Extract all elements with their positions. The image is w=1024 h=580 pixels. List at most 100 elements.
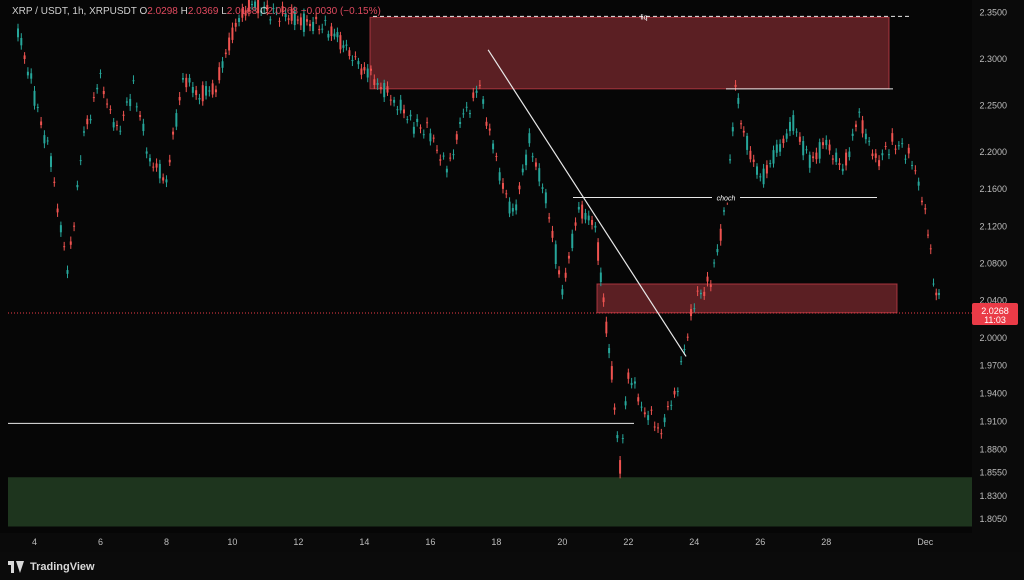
candle-body [924, 208, 927, 210]
candle-body [785, 133, 788, 139]
candle-body [386, 86, 389, 93]
candle-body [429, 133, 432, 142]
candle-body [673, 390, 676, 395]
candle-body [660, 433, 663, 435]
candle-body [686, 336, 689, 338]
candle-body [302, 13, 305, 32]
candle-body [619, 460, 622, 474]
candle-body [211, 83, 214, 95]
candle-body [383, 83, 386, 98]
candle-body [79, 160, 82, 162]
candle-body [538, 168, 541, 182]
candle-body [17, 28, 19, 38]
candle-body [409, 114, 412, 117]
candle-body [244, 10, 247, 16]
candle-body [584, 212, 587, 220]
candle-body [812, 156, 815, 159]
zone-box [596, 283, 898, 314]
candle-body [376, 82, 379, 85]
candle-body [683, 348, 686, 351]
candle-body [432, 137, 435, 139]
candle-body [76, 184, 79, 188]
y-tick-label: 2.2500 [979, 101, 1007, 111]
candle-body [505, 193, 508, 195]
candle-body [690, 308, 693, 317]
candle-body [734, 84, 737, 87]
candle-body [602, 297, 605, 303]
x-tick-label: 18 [491, 537, 501, 547]
candle-body [357, 61, 360, 65]
candle-body [825, 139, 828, 146]
candle-body [488, 128, 491, 131]
candle-body [653, 426, 656, 428]
candle-body [106, 103, 109, 105]
candle-body [112, 122, 115, 128]
candle-body [749, 150, 752, 160]
candle-body [637, 397, 640, 402]
candle-body [281, 6, 284, 13]
open-value: 2.0298 [147, 6, 178, 17]
candle-body [284, 13, 287, 17]
candle-body [716, 249, 719, 253]
candle-body [706, 276, 709, 282]
candle-body [63, 246, 66, 248]
candle-body [554, 244, 557, 265]
candle-body [591, 219, 594, 225]
x-tick-label: 26 [755, 537, 765, 547]
candle-body [597, 242, 600, 261]
low-value: 2.0168 [226, 6, 258, 17]
candle-body [841, 168, 844, 172]
candle-body [795, 131, 798, 133]
candle-body [321, 28, 324, 30]
candle-body [459, 122, 462, 124]
candle-body [482, 99, 485, 104]
candle-body [129, 98, 132, 107]
candle-body [769, 163, 772, 165]
candle-body [435, 149, 438, 151]
candle-body [821, 142, 824, 146]
candle-body [139, 115, 142, 117]
candle-body [366, 68, 369, 78]
candle-body [848, 151, 851, 158]
candle-body [854, 124, 857, 128]
candle-body [713, 262, 716, 264]
candle-body [610, 366, 613, 380]
y-tick-label: 1.8300 [979, 491, 1007, 501]
candle-body [49, 156, 52, 167]
candle-body [828, 144, 831, 151]
candle-body [145, 151, 148, 154]
candle-body [914, 170, 917, 172]
x-tick-label: 20 [557, 537, 567, 547]
candle-body [345, 44, 348, 46]
candle-body [36, 106, 39, 108]
candle-body [330, 26, 333, 37]
candle-body [616, 435, 619, 439]
brand-name: TradingView [30, 561, 95, 573]
candle-body [333, 33, 336, 37]
candle-body [929, 248, 932, 250]
candle-body [581, 204, 584, 219]
candle-body [699, 292, 702, 295]
candle-body [191, 86, 194, 93]
candle-body [109, 109, 112, 111]
candle-body [746, 135, 749, 150]
candle-body [241, 8, 244, 18]
candle-body [299, 17, 302, 26]
candle-body [185, 77, 188, 88]
candle-body [360, 68, 363, 75]
candle-body [605, 321, 608, 334]
y-tick-label: 2.3000 [979, 54, 1007, 64]
candle-body [693, 308, 696, 310]
brand: TradingView [8, 557, 95, 577]
y-tick-label: 2.3500 [979, 8, 1007, 18]
x-tick-label: 10 [227, 537, 237, 547]
candle-body [96, 87, 99, 90]
x-tick-label: 8 [164, 537, 169, 547]
y-tick-label: 1.8800 [979, 444, 1007, 454]
candle-body [449, 157, 452, 159]
candle-body [696, 290, 699, 292]
candle-body [152, 166, 155, 168]
candle-body [630, 382, 633, 386]
candle-body [419, 127, 422, 129]
